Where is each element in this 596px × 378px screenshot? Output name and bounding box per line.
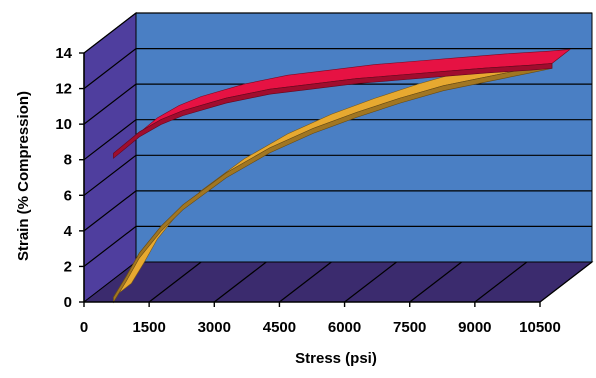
y-tick-label: 0 <box>64 294 72 311</box>
x-tick-label: 10500 <box>519 319 561 336</box>
y-tick-label: 12 <box>55 81 72 98</box>
x-tick-label: 6000 <box>328 319 361 336</box>
side-wall <box>84 13 136 302</box>
x-tick-label: 9000 <box>458 319 491 336</box>
back-wall <box>136 13 592 262</box>
y-tick-label: 14 <box>55 45 72 62</box>
x-tick-label: 0 <box>80 319 88 336</box>
x-axis-title: Stress (psi) <box>295 350 377 367</box>
x-tick-label: 4500 <box>263 319 296 336</box>
y-tick-label: 6 <box>64 187 72 204</box>
y-tick-label: 8 <box>64 152 72 169</box>
y-tick-label: 2 <box>64 258 72 275</box>
x-tick-label: 3000 <box>198 319 231 336</box>
floor <box>84 262 592 302</box>
x-tick-label: 7500 <box>393 319 426 336</box>
y-tick-label: 10 <box>55 116 72 133</box>
x-tick-label: 1500 <box>132 319 165 336</box>
y-axis-title: Strain (% Compression) <box>15 91 32 261</box>
y-tick-label: 4 <box>64 223 73 240</box>
